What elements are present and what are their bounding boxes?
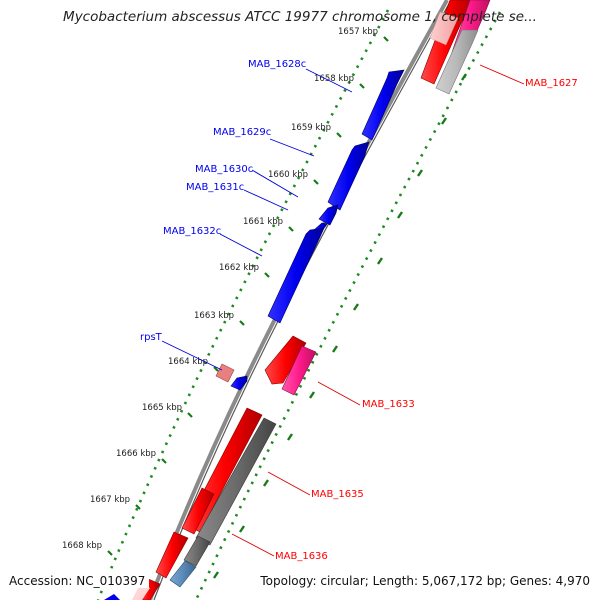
kbp-tick-mark: [288, 226, 294, 232]
kbp-tick-mark: [161, 458, 167, 464]
kbp-tick-mark: [313, 179, 319, 185]
gene-bottom-left-light: [132, 584, 150, 600]
gene-mab-1636-steel[interactable]: [169, 560, 197, 588]
gene-label-minus[interactable]: MAB_1631c: [186, 182, 244, 193]
kbp-tick-label: 1661 kbp: [243, 217, 283, 227]
kbp-tick-mark: [107, 550, 113, 556]
gene-mab-1627-gray[interactable]: [435, 29, 479, 95]
kbp-tick-label: 1662 kbp: [219, 263, 259, 273]
inner-tick-mark: [213, 571, 219, 579]
cds-bottom-left-blue[interactable]: [104, 594, 120, 600]
gene-label-plus[interactable]: MAB_1633: [362, 399, 415, 410]
gene-label-minus[interactable]: rpsT: [140, 332, 163, 343]
cds-mab-1636[interactable]: [181, 487, 215, 535]
gene-mab-1633[interactable]: [281, 345, 317, 396]
label-leaders: [161, 64, 525, 557]
kbp-tick-label: 1657 kbp: [338, 27, 378, 37]
cds-mab-1628c[interactable]: [361, 69, 405, 141]
gene-label-plus[interactable]: MAB_1635: [311, 489, 364, 500]
gene-mab-1635[interactable]: [195, 417, 277, 546]
inner-tick-mark: [377, 257, 383, 265]
cds-mab-1632c[interactable]: [267, 227, 325, 324]
gene-label-minus[interactable]: MAB_1630c: [195, 164, 253, 175]
kbp-tick-mark: [187, 412, 193, 418]
cds-mab-1636b[interactable]: [155, 531, 189, 579]
inner-tick-mark: [332, 345, 338, 353]
plus-strand-features: [104, 0, 491, 600]
kbp-tick-mark: [336, 132, 342, 138]
genome-summary-label: Topology: circular; Length: 5,067,172 bp…: [256, 574, 590, 588]
inner-tick-mark: [417, 169, 423, 177]
kbp-tick-label: 1659 kbp: [291, 123, 331, 133]
kbp-tick-mark: [213, 366, 219, 372]
gene-label-minus[interactable]: MAB_1628c: [248, 59, 306, 70]
kbp-tick-label: 1666 kbp: [116, 449, 156, 459]
kbp-tick-label: 1664 kbp: [168, 357, 208, 367]
tick-ring-inner: [194, 11, 502, 600]
gene-label-plus[interactable]: MAB_1636: [275, 551, 328, 562]
inner-tick-mark: [353, 303, 359, 311]
tick-dashes-inner: [213, 73, 467, 579]
kbp-tick-mark: [135, 504, 141, 510]
cds-mab-1629c[interactable]: [327, 141, 370, 211]
kbp-tick-label: 1663 kbp: [194, 311, 234, 321]
tick-ring-outer: [96, 9, 390, 600]
page-title: Mycobacterium abscessus ATCC 19977 chrom…: [63, 9, 537, 25]
kbp-tick-label: 1665 kbp: [142, 403, 182, 413]
kbp-tick-label: 1668 kbp: [62, 541, 102, 551]
gene-label-minus[interactable]: MAB_1629c: [213, 127, 271, 138]
cds-rpst[interactable]: [230, 375, 248, 391]
cds-mab-1630c[interactable]: [318, 204, 339, 226]
inner-tick-mark: [397, 211, 403, 219]
gene-label-plus[interactable]: MAB_1627: [525, 78, 578, 89]
kbp-tick-label: 1658 kbp: [314, 74, 354, 84]
inner-tick-mark: [263, 479, 269, 487]
gene-mab-1636[interactable]: [183, 535, 211, 567]
gene-mab-1627-pale: [429, 11, 459, 46]
kbp-tick-mark: [239, 320, 245, 326]
inner-tick-mark: [287, 433, 293, 441]
cds-mab-1633[interactable]: [264, 335, 307, 385]
accession-label: Accession: NC_010397: [9, 574, 150, 588]
inner-tick-mark: [239, 525, 245, 533]
kbp-tick-mark: [264, 272, 270, 278]
minus-strand-features: [230, 69, 405, 391]
kbp-tick-label: 1660 kbp: [268, 170, 308, 180]
kbp-tick-mark: [359, 83, 365, 89]
gene-label-minus[interactable]: MAB_1632c: [163, 226, 221, 237]
kbp-tick-mark: [383, 36, 389, 42]
inner-tick-mark: [309, 391, 315, 399]
gene-rpst[interactable]: [215, 363, 235, 383]
inner-tick-mark: [461, 73, 467, 81]
kbp-ticks: 1657 kbp 1658 kbp 1659 kbp 1660 kbp 1661 kbp…: [62, 27, 389, 556]
kbp-tick-label: 1667 kbp: [90, 495, 130, 505]
inner-tick-mark: [441, 117, 447, 125]
